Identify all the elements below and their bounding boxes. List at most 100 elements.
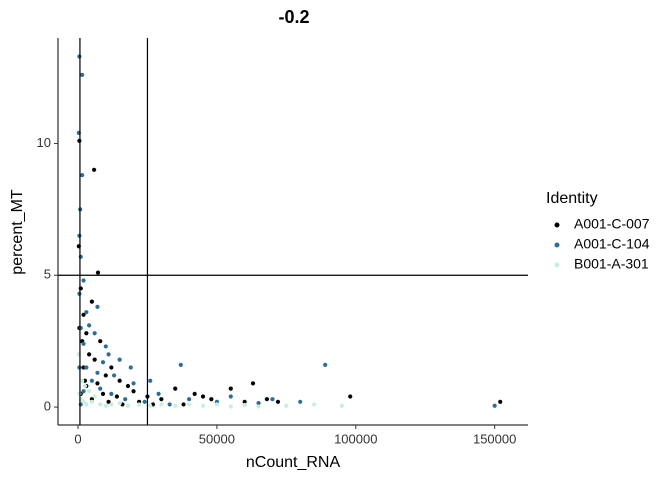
point — [80, 172, 85, 178]
legend-label: A001-C-007 — [574, 216, 650, 232]
point — [114, 394, 119, 399]
point — [109, 391, 114, 396]
point — [256, 404, 261, 409]
point — [250, 381, 256, 386]
y-tick-label: 10 — [37, 135, 51, 150]
point — [92, 394, 97, 399]
x-tick-label: 100000 — [334, 431, 377, 446]
point — [142, 399, 147, 404]
point — [178, 362, 183, 367]
point — [156, 391, 161, 396]
point — [242, 402, 247, 408]
point — [323, 362, 328, 367]
point — [159, 397, 164, 402]
point — [200, 394, 206, 399]
point — [209, 397, 214, 402]
point — [103, 373, 108, 378]
y-tick-label: 5 — [44, 267, 51, 282]
point — [87, 323, 92, 328]
point — [84, 331, 89, 336]
point — [78, 254, 83, 259]
point — [98, 386, 103, 391]
legend-label: B001-A-301 — [574, 256, 649, 272]
point — [89, 378, 94, 383]
point — [339, 403, 344, 408]
point — [173, 386, 178, 391]
point — [100, 360, 106, 365]
point — [81, 341, 86, 346]
y-axis-label: percent_MT — [9, 189, 26, 275]
point — [84, 310, 89, 315]
point — [312, 402, 317, 407]
point — [228, 386, 233, 391]
point — [109, 402, 114, 407]
legend-marker — [554, 262, 560, 268]
legend-marker — [554, 222, 560, 228]
point — [348, 394, 353, 399]
point — [181, 402, 186, 407]
point — [298, 399, 303, 404]
x-tick-label: 0 — [74, 431, 81, 446]
point — [242, 399, 247, 404]
x-axis-label: nCount_RNA — [246, 454, 341, 471]
point — [187, 402, 192, 407]
x-tick-label: 150000 — [473, 431, 516, 446]
point — [84, 402, 89, 407]
point — [82, 383, 88, 389]
point — [89, 399, 94, 404]
point — [78, 325, 83, 331]
point — [78, 286, 83, 291]
legend-marker — [554, 242, 560, 248]
point — [95, 304, 100, 309]
point — [187, 397, 192, 402]
point — [275, 399, 281, 404]
point — [228, 404, 233, 409]
point — [173, 403, 178, 408]
point — [84, 365, 89, 370]
point — [81, 399, 86, 404]
point — [256, 401, 261, 406]
point — [89, 299, 94, 304]
point — [106, 399, 111, 404]
point — [137, 402, 142, 407]
point — [106, 352, 111, 357]
point — [264, 397, 269, 402]
point — [492, 403, 497, 408]
point — [498, 399, 503, 404]
point — [103, 403, 108, 408]
point — [98, 402, 103, 407]
point — [80, 72, 85, 78]
point — [100, 391, 106, 396]
chart-title: -0.2 — [278, 7, 309, 27]
point — [131, 389, 136, 394]
point — [92, 357, 97, 362]
legend-label: A001-C-104 — [574, 236, 650, 252]
point — [81, 389, 86, 394]
y-tick-label: 0 — [44, 399, 51, 414]
point — [117, 378, 122, 383]
point — [112, 373, 117, 378]
point — [214, 402, 219, 407]
point — [125, 383, 131, 389]
point — [125, 403, 131, 408]
point — [92, 167, 97, 172]
point — [103, 344, 108, 349]
point — [117, 401, 122, 406]
point — [128, 365, 133, 370]
point — [159, 402, 164, 407]
point — [131, 381, 136, 386]
point — [228, 394, 233, 399]
point — [200, 403, 206, 408]
x-tick-label: 50000 — [199, 431, 235, 446]
point — [148, 378, 153, 383]
point — [81, 278, 86, 283]
point — [167, 402, 172, 407]
point — [117, 357, 122, 362]
point — [192, 391, 197, 396]
point — [95, 381, 100, 386]
point — [284, 403, 289, 408]
point — [80, 378, 85, 383]
point — [95, 370, 100, 375]
point — [98, 339, 103, 344]
